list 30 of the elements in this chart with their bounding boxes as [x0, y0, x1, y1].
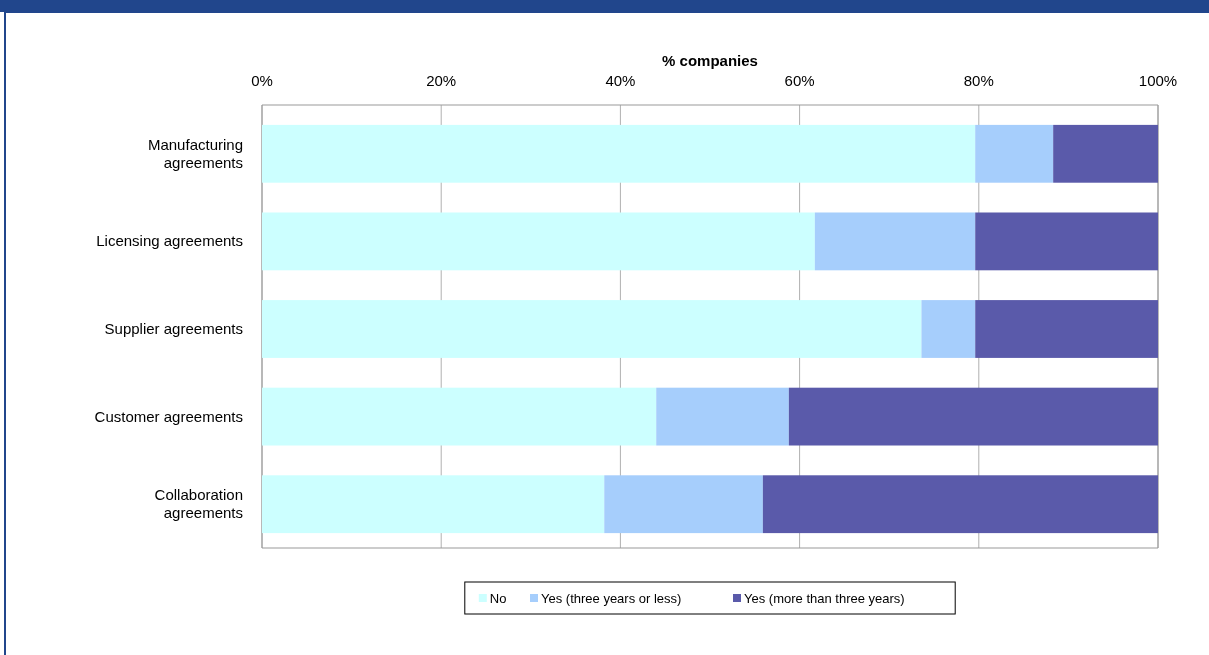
y-tick-label: Licensing agreements: [96, 232, 243, 250]
x-tick-label: 40%: [605, 72, 636, 89]
bar: [262, 387, 657, 446]
bar: [604, 475, 763, 534]
legend-label: No: [489, 591, 507, 606]
bar: [762, 475, 1158, 534]
bar: [262, 212, 815, 271]
x-tick-label: 80%: [963, 72, 994, 89]
y-tick-label: Collaboration agreements: [154, 486, 243, 522]
bar: [814, 212, 976, 271]
x-tick-label: 0%: [251, 72, 273, 89]
bar: [788, 387, 1158, 446]
y-tick-label: Supplier agreements: [104, 320, 243, 337]
bar: [656, 387, 789, 446]
y-tick-label: Customer agreements: [94, 407, 243, 425]
legend-label: Yes (three years or less): [541, 591, 682, 606]
bar: [975, 124, 1054, 183]
y-tick-label: Manufacturing agreements: [147, 135, 243, 171]
bar: [262, 475, 605, 534]
bar: [1053, 124, 1158, 183]
x-tick-label: 60%: [784, 72, 815, 89]
x-axis-title: % companies: [662, 52, 758, 69]
x-tick-label: 100%: [1138, 72, 1178, 89]
bar: [975, 300, 1158, 358]
bar: [262, 124, 976, 183]
legend-label: Yes (more than three years): [744, 591, 905, 606]
bar: [262, 300, 922, 358]
bar: [975, 212, 1158, 271]
bar: [921, 300, 976, 358]
x-tick-label: 20%: [426, 72, 457, 89]
